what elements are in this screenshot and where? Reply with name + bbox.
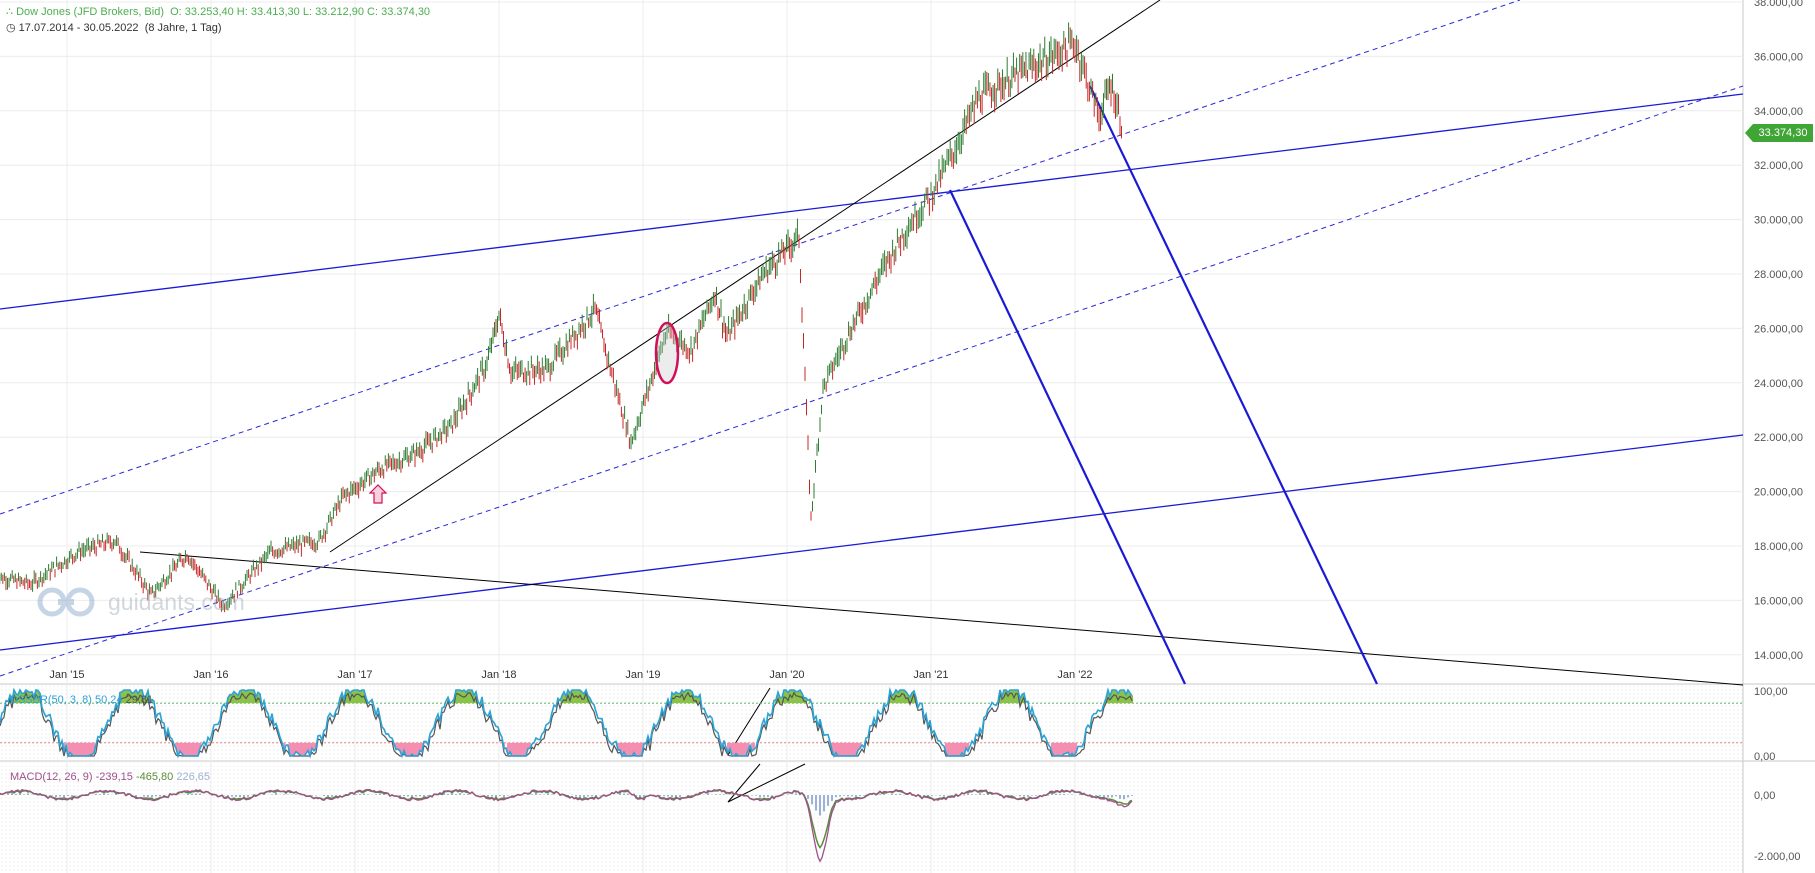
x-tick-label: Jan '21	[913, 669, 948, 681]
clock-icon: ◷	[6, 22, 16, 34]
macd-series[interactable]	[0, 788, 1133, 863]
y-tick-label: 34.000,00	[1754, 106, 1803, 118]
dssbr-line	[0, 686, 1133, 759]
dssbr-panel-bg	[0, 685, 1743, 761]
y-tick-label: 32.000,00	[1754, 160, 1803, 172]
dssbr-label: DSSBR(50, 3, 8)	[10, 694, 92, 706]
date-range: 17.07.2014 - 30.05.2022	[18, 22, 139, 34]
x-tick-label: Jan '20	[769, 669, 804, 681]
macd-line	[0, 788, 1133, 863]
price-series[interactable]	[0, 22, 1122, 613]
x-tick-label: Jan '17	[337, 669, 372, 681]
dssbr-header: DSSBR(50, 3, 8) 50,24 29,81	[10, 694, 153, 706]
y-tick-label: 30.000,00	[1754, 215, 1803, 227]
x-tick-label: Jan '15	[49, 669, 84, 681]
black-trendline-falling[interactable]	[139, 551, 1744, 686]
y-tick-label: 36.000,00	[1754, 51, 1803, 63]
watermark-text: guidants.com	[108, 588, 245, 615]
dssbr-axis-0: 0,00	[1754, 751, 1775, 763]
price-axis: 14.000,00 16.000,00 18.000,00 20.000,00 22.0…	[1754, 0, 1803, 662]
chart-icon: ∴	[6, 6, 13, 18]
y-tick-label: 20.000,00	[1754, 487, 1803, 499]
macd-val3: 226,65	[176, 771, 210, 783]
y-tick-label: 28.000,00	[1754, 269, 1803, 281]
dssbr-axis-100: 100,00	[1754, 686, 1788, 698]
macd-val1: -239,15	[95, 771, 133, 783]
x-tick-label: Jan '19	[625, 669, 660, 681]
macd-panel-bg	[0, 762, 1743, 873]
macd-axis-0: 0,00	[1754, 790, 1775, 802]
y-tick-label: 38.000,00	[1754, 0, 1803, 9]
y-tick-label: 18.000,00	[1754, 541, 1803, 553]
last-price-badge: 33.374,30	[1745, 124, 1813, 142]
macd-trendline-1[interactable]	[727, 763, 761, 803]
dashed-channel-top[interactable]	[0, 0, 1521, 515]
macd-trendline-2[interactable]	[727, 763, 806, 803]
macd-label: MACD(12, 26, 9)	[10, 771, 93, 783]
range-header: ◷ 17.07.2014 - 30.05.2022 (8 Jahre, 1 Ta…	[6, 21, 222, 34]
instrument-header: ∴ Dow Jones (JFD Brokers, Bid) O: 33.253…	[6, 5, 430, 18]
range-detail: (8 Jahre, 1 Tag)	[144, 22, 222, 34]
highlight-ellipse[interactable]	[654, 321, 680, 385]
x-tick-label: Jan '18	[481, 669, 516, 681]
y-tick-label: 22.000,00	[1754, 432, 1803, 444]
y-tick-label: 16.000,00	[1754, 595, 1803, 607]
time-axis: Jan '15 Jan '16 Jan '17 Jan '18 Jan '19 Jan '…	[49, 669, 1092, 681]
y-tick-label: 24.000,00	[1754, 378, 1803, 390]
dssbr-val1: 50,24	[94, 694, 123, 706]
blue-downtrend-2[interactable]	[1089, 85, 1378, 685]
macd-val2: -465,80	[135, 771, 174, 783]
guidants-logo-icon	[37, 587, 95, 617]
dashed-channel-mid[interactable]	[0, 85, 1744, 677]
dssbr-series[interactable]	[0, 686, 1743, 759]
x-tick-label: Jan '16	[193, 669, 228, 681]
watermark-logo: guidants.com	[36, 586, 245, 618]
instrument-name: Dow Jones (JFD Brokers, Bid)	[16, 6, 164, 18]
macd-axis-minus2000: -2.000,00	[1754, 851, 1800, 863]
ohlc-values: O: 33.253,40 H: 33.413,30 L: 33.212,90 C…	[170, 6, 431, 18]
blue-trendline-lower[interactable]	[0, 434, 1744, 651]
x-tick-label: Jan '22	[1057, 669, 1092, 681]
trendlines[interactable]	[0, 0, 1744, 803]
blue-downtrend-1[interactable]	[949, 189, 1186, 685]
black-trendline-rising[interactable]	[329, 0, 1161, 553]
blue-trendline-upper[interactable]	[0, 93, 1744, 310]
macd-header: MACD(12, 26, 9) -239,15 -465,80 226,65	[10, 771, 210, 783]
dssbr-val2: 29,81	[125, 694, 154, 706]
up-arrow-icon[interactable]	[368, 484, 388, 504]
y-tick-label: 14.000,00	[1754, 650, 1803, 662]
y-tick-label: 26.000,00	[1754, 323, 1803, 335]
